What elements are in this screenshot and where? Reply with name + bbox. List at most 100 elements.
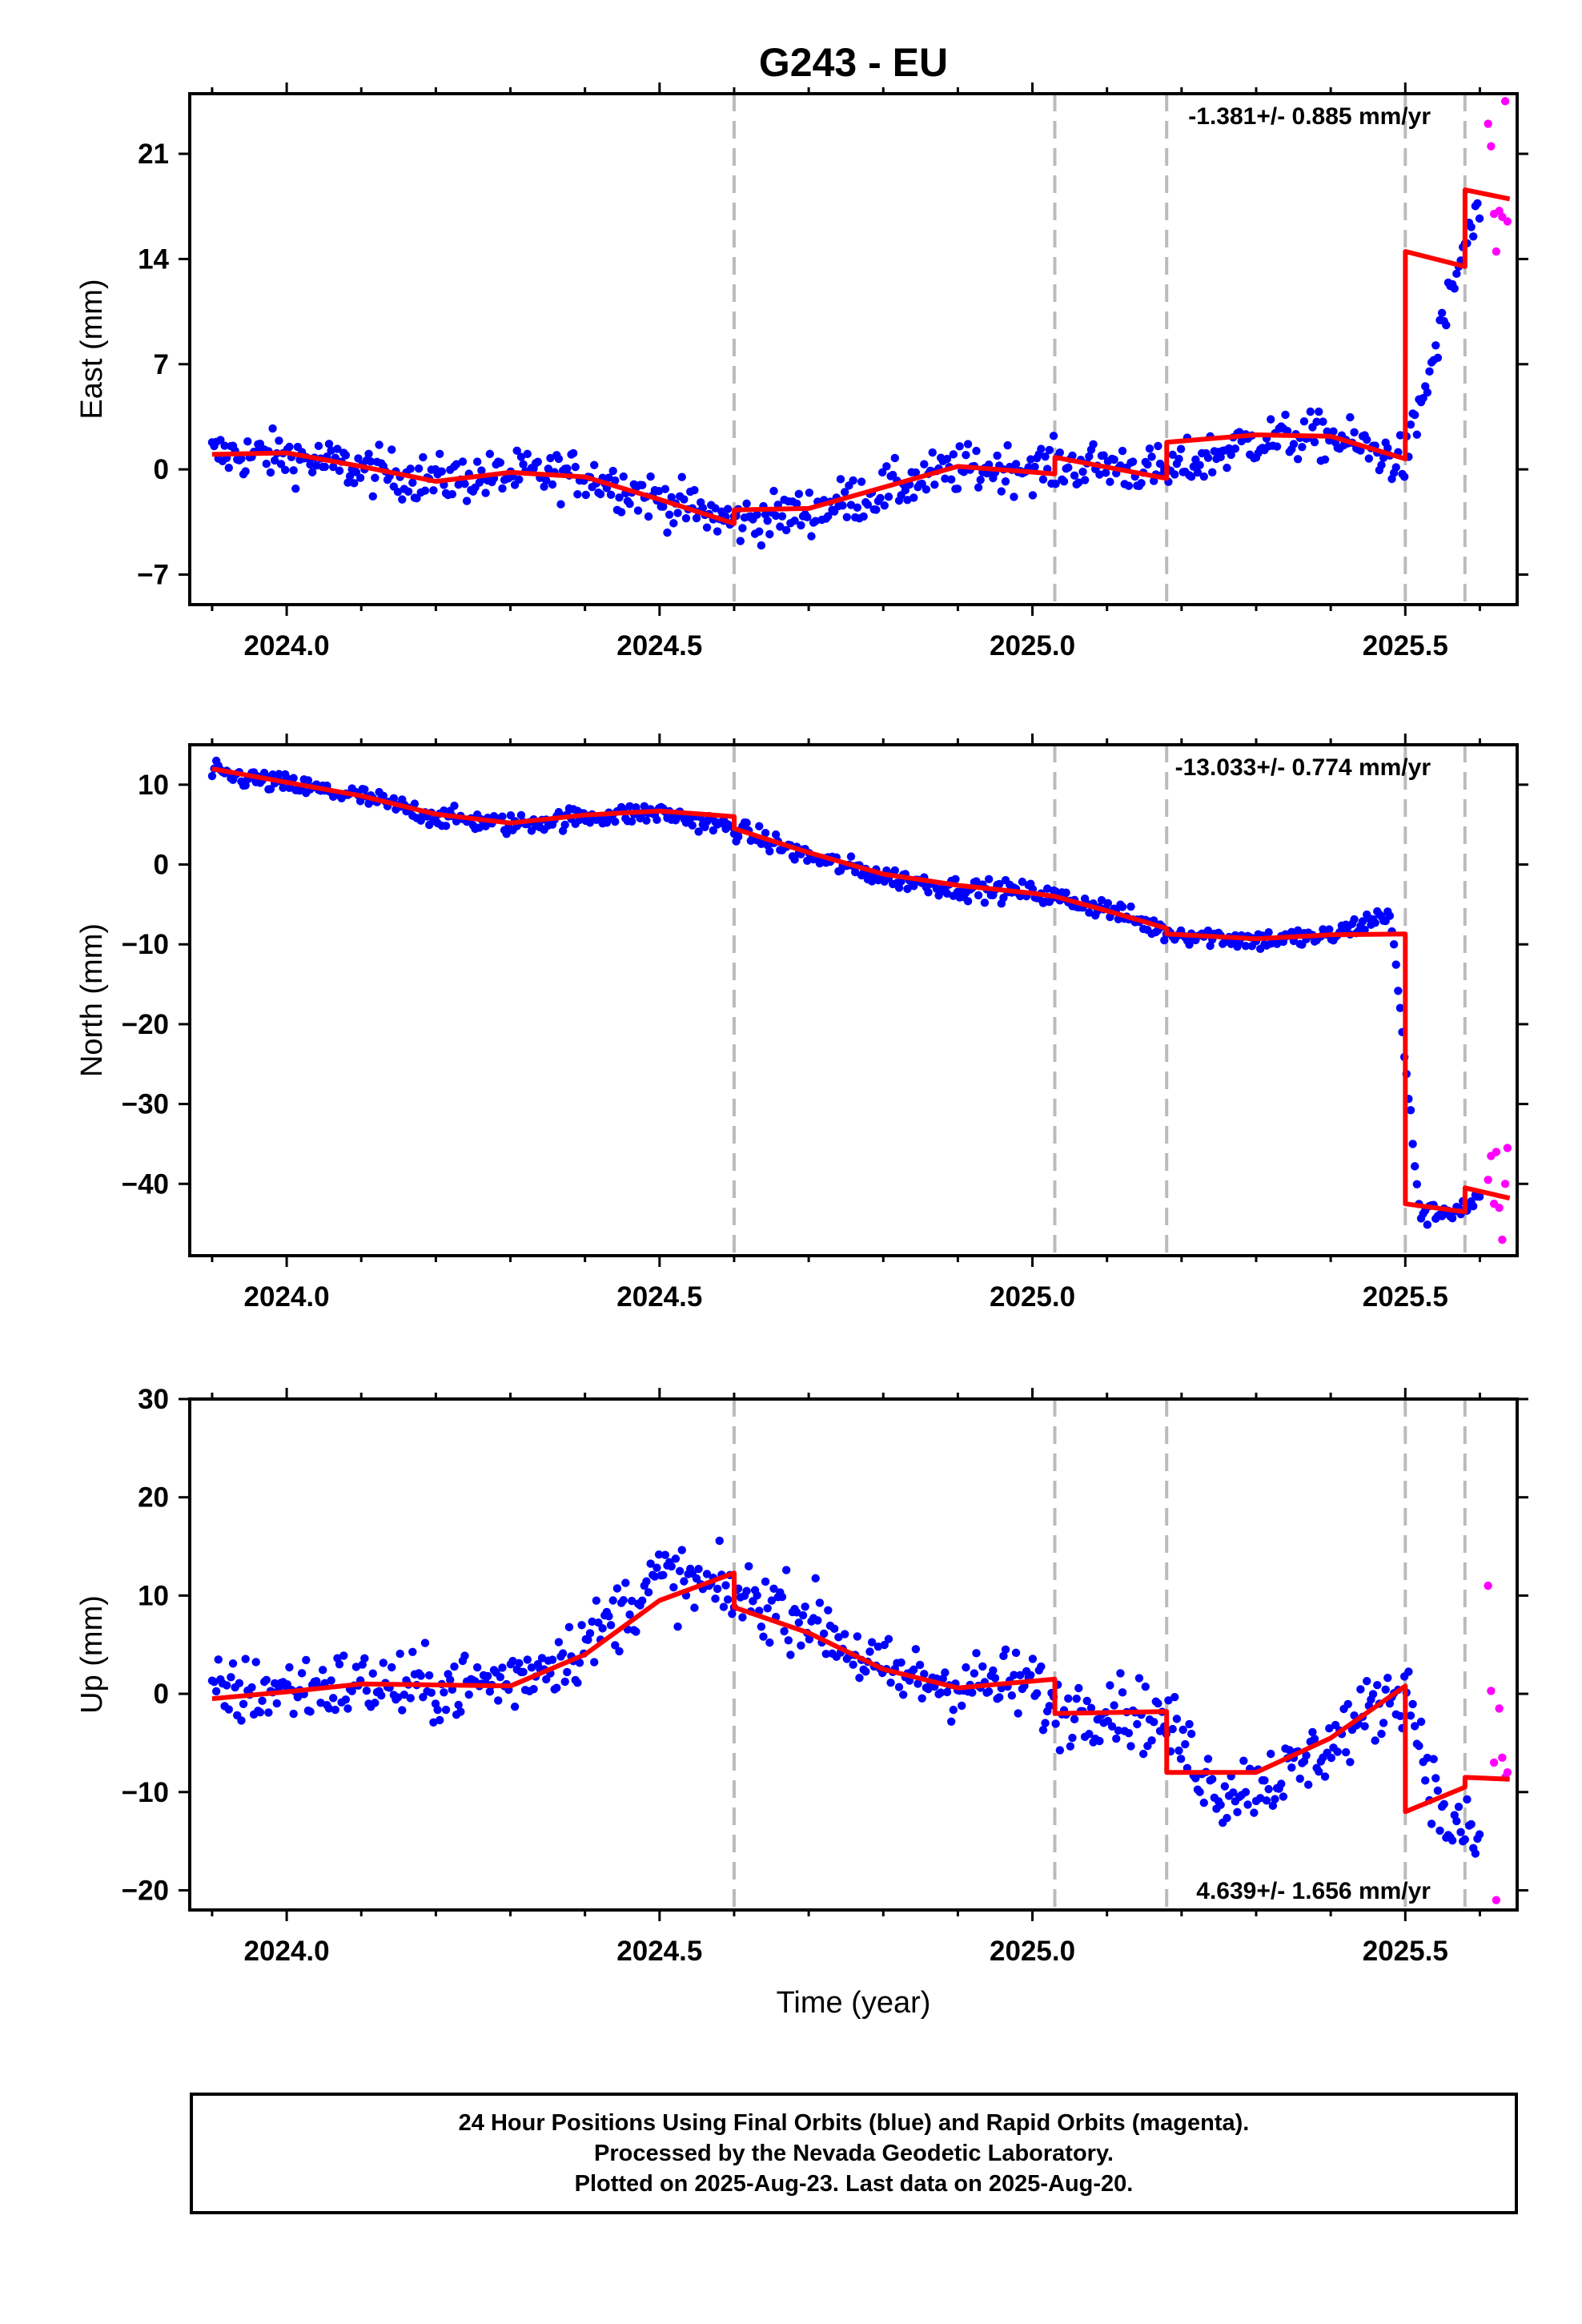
- final-point: [1368, 1690, 1378, 1699]
- final-point: [1168, 1724, 1177, 1734]
- final-point: [1216, 1800, 1225, 1809]
- y-tick-label: 20: [138, 1482, 169, 1514]
- final-point: [268, 424, 277, 433]
- final-point: [1045, 1702, 1054, 1711]
- final-point: [228, 1659, 238, 1668]
- y-tick-label: 10: [138, 1580, 169, 1611]
- final-point: [389, 794, 399, 803]
- final-point: [398, 1706, 407, 1715]
- final-point: [1026, 1671, 1035, 1679]
- final-point: [1467, 223, 1476, 231]
- final-point: [220, 441, 229, 450]
- final-point: [241, 1655, 250, 1663]
- final-point: [877, 468, 887, 477]
- final-point: [1350, 428, 1359, 437]
- final-point: [419, 1693, 428, 1702]
- model-line: [211, 1570, 1510, 1815]
- final-point: [270, 456, 279, 465]
- final-point: [1394, 987, 1403, 995]
- final-point: [1037, 1662, 1046, 1671]
- final-point: [1320, 455, 1330, 464]
- final-point: [575, 1659, 584, 1667]
- final-point: [863, 500, 873, 509]
- final-point: [568, 448, 578, 458]
- final-point: [1118, 903, 1127, 911]
- final-point: [207, 771, 217, 781]
- final-point: [266, 468, 275, 477]
- final-point: [472, 457, 482, 466]
- final-point: [1377, 1729, 1386, 1739]
- final-point: [974, 483, 983, 492]
- final-point: [1137, 479, 1146, 488]
- final-point: [627, 817, 636, 826]
- final-point: [1412, 1180, 1422, 1189]
- final-point: [759, 1632, 768, 1641]
- final-point: [1208, 468, 1217, 477]
- final-point: [1193, 468, 1203, 477]
- final-point: [450, 1662, 459, 1671]
- final-point: [584, 1635, 592, 1644]
- final-point: [1199, 472, 1208, 481]
- final-point: [1195, 460, 1204, 470]
- final-point: [481, 489, 490, 497]
- final-point: [1195, 1787, 1204, 1796]
- final-point: [1364, 454, 1374, 463]
- final-point: [1469, 232, 1478, 241]
- x-tick-label: 2025.5: [1363, 1281, 1448, 1313]
- final-point: [625, 1610, 634, 1619]
- final-point: [1085, 908, 1094, 917]
- final-point: [1216, 452, 1225, 462]
- final-point: [1176, 444, 1186, 453]
- final-point: [675, 1566, 685, 1576]
- final-point: [1014, 1709, 1022, 1718]
- final-point: [1456, 1827, 1465, 1837]
- final-point: [1062, 888, 1070, 897]
- final-point: [554, 1638, 564, 1647]
- final-point: [619, 1596, 628, 1605]
- final-point: [1383, 444, 1392, 452]
- final-point: [1149, 1718, 1158, 1727]
- final-point: [821, 1650, 830, 1659]
- final-point: [1356, 1685, 1365, 1694]
- final-point: [552, 1683, 561, 1692]
- final-point: [694, 1564, 703, 1574]
- final-point: [485, 1687, 495, 1696]
- final-point: [642, 816, 651, 825]
- final-point: [312, 461, 321, 470]
- final-point: [1239, 1756, 1248, 1765]
- final-point: [1323, 427, 1331, 436]
- final-point: [1041, 452, 1050, 461]
- final-point: [604, 1611, 613, 1621]
- final-point: [855, 1674, 864, 1683]
- final-point: [1411, 1162, 1419, 1171]
- final-point: [563, 1667, 572, 1677]
- final-point: [742, 1586, 751, 1595]
- final-point: [224, 1705, 234, 1714]
- final-point: [237, 454, 246, 463]
- final-point: [1078, 467, 1087, 476]
- final-point: [1423, 388, 1432, 397]
- final-point: [942, 889, 952, 898]
- final-point: [608, 1596, 617, 1605]
- final-point: [702, 523, 712, 532]
- final-point: [711, 1594, 720, 1603]
- final-point: [1124, 481, 1134, 490]
- final-point: [1310, 1735, 1319, 1743]
- final-point: [941, 474, 950, 483]
- final-point: [963, 440, 973, 448]
- final-point: [876, 493, 885, 503]
- final-point: [1437, 308, 1447, 317]
- final-point: [723, 505, 733, 513]
- x-tick-label: 2025.5: [1363, 1936, 1448, 1967]
- final-point: [560, 820, 569, 830]
- final-point: [1224, 444, 1234, 453]
- final-point: [351, 468, 361, 476]
- final-point: [742, 499, 751, 509]
- final-point: [811, 1574, 820, 1583]
- rapid-point: [1492, 1148, 1501, 1156]
- final-point: [1181, 1739, 1190, 1749]
- final-point: [776, 522, 785, 531]
- final-point: [436, 1715, 444, 1725]
- rapid-point: [1498, 1235, 1507, 1244]
- final-point: [1302, 1751, 1311, 1760]
